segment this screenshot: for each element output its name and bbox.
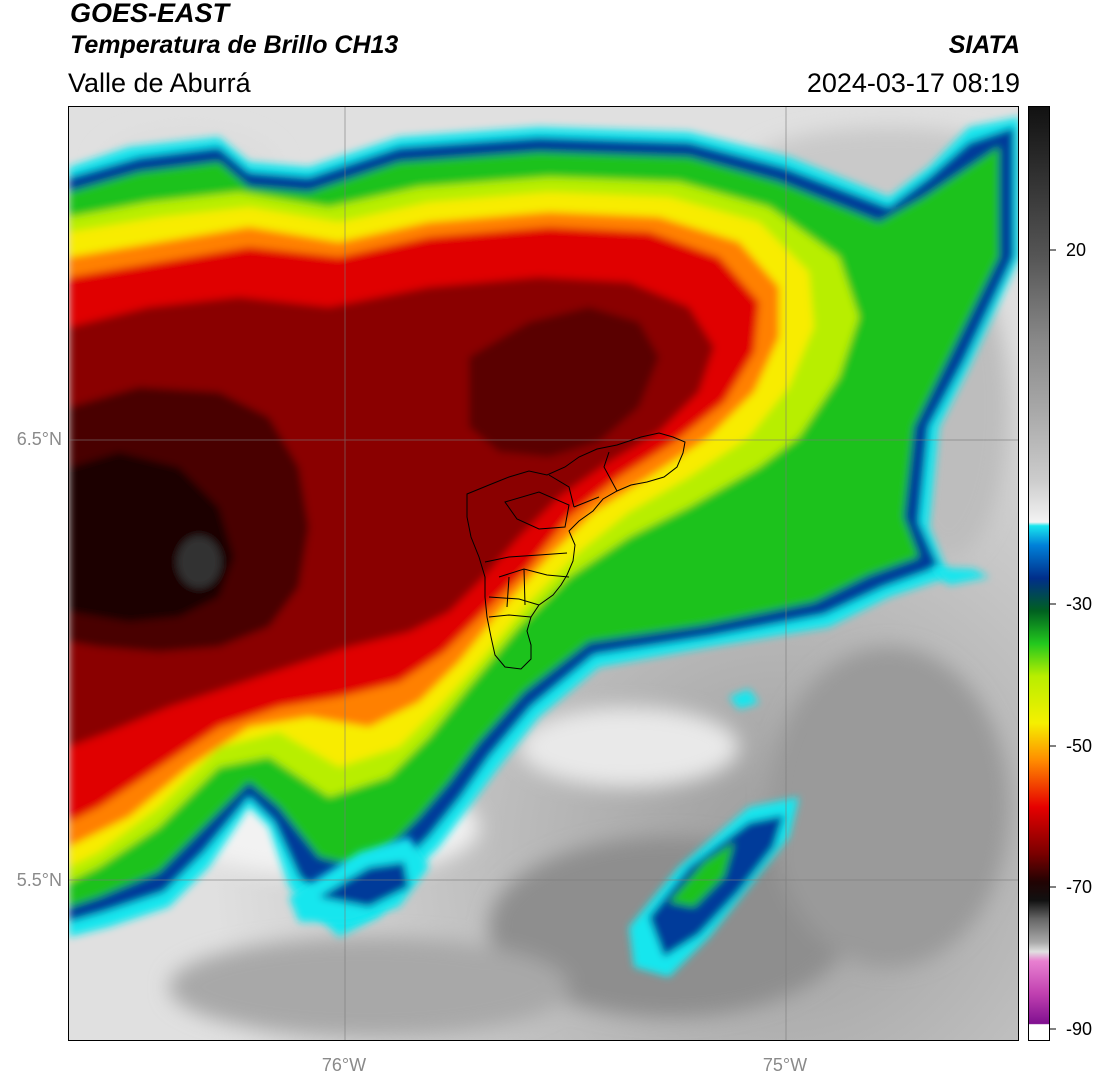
cold-core-grey — [177, 536, 221, 588]
municipal-boundaries — [466, 432, 686, 670]
lon-label-75w: 75°W — [762, 1055, 808, 1075]
product-title: Temperatura de Brillo CH13 — [70, 31, 399, 59]
agency-label: SIATA — [948, 31, 1020, 59]
cloud-shield — [69, 117, 1018, 937]
lat-label-5-5n: 5.5°N — [16, 870, 62, 890]
colorbar-tick-20: 20 — [1066, 240, 1087, 260]
colorbar-tick-minus70: -70 — [1066, 877, 1093, 897]
lat-label-6-5n: 6.5°N — [16, 429, 62, 449]
colorbar-svg — [1028, 106, 1050, 1041]
region-title: Valle de Aburrá — [68, 68, 251, 98]
colorbar — [1028, 106, 1050, 1041]
map-gridlines — [69, 107, 1018, 1040]
satellite-title: GOES-EAST — [70, 0, 230, 28]
brightness-temperature-field — [69, 107, 1018, 1040]
colorbar-tick-minus30: -30 — [1066, 594, 1093, 614]
datetime-label: 2024-03-17 08:19 — [806, 68, 1020, 98]
satellite-map — [68, 106, 1019, 1041]
colorbar-tick-minus90: -90 — [1066, 1019, 1093, 1039]
lon-label-76w: 76°W — [321, 1055, 367, 1075]
colorbar-tick-minus50: -50 — [1066, 736, 1093, 756]
cloud-maroon-north — [469, 307, 659, 457]
